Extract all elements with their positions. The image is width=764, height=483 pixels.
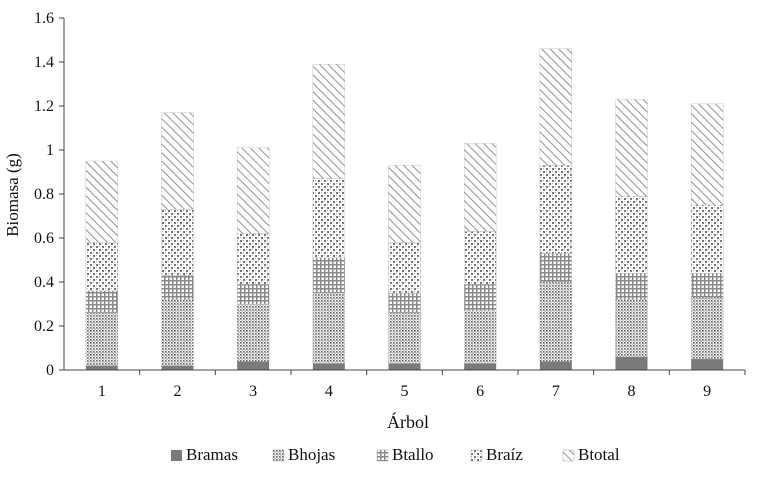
x-axis: 1 2 3 4 5 6 7 8 9 [64, 369, 746, 400]
legend-item-bramas: Bramas [171, 445, 238, 464]
y-tick-label: 0.8 [34, 186, 54, 203]
bar-bramas-8 [615, 356, 648, 370]
legend-item-braz: Braíz [470, 445, 523, 464]
bar-braz-2 [161, 209, 194, 276]
y-tick-label: 0 [46, 362, 54, 379]
bar-braz-9 [690, 204, 724, 274]
bar-bhojas-3 [236, 303, 270, 362]
bar-bramas-7 [539, 361, 572, 370]
bar-btallo-5 [388, 292, 421, 313]
bar-btallo-7 [539, 253, 573, 283]
bar-bhojas-2 [161, 299, 194, 366]
bar-braz-5 [388, 242, 421, 294]
legend-label: Bramas [186, 445, 238, 464]
legend-swatch [470, 449, 483, 462]
bar-bhojas-1 [85, 312, 119, 366]
bar-bhojas-4 [312, 292, 346, 364]
bar-braz-6 [463, 231, 497, 285]
bar-bhojas-8 [615, 299, 648, 358]
bar-bramas-1 [85, 365, 118, 370]
bar-btotal-6 [463, 143, 497, 232]
x-tick-label: 9 [703, 383, 711, 400]
plot-area [85, 48, 724, 370]
bar-btotal-1 [85, 160, 119, 243]
bar-btotal-9 [690, 103, 724, 206]
x-axis-label: Árbol [387, 411, 429, 432]
bar-btotal-8 [615, 99, 648, 197]
legend-swatch [376, 449, 389, 462]
bar-btallo-3 [236, 284, 270, 305]
bar-bramas-5 [388, 363, 421, 370]
bar-btotal-7 [539, 48, 573, 166]
legend-swatch [272, 449, 285, 462]
bar-braz-4 [312, 178, 346, 259]
bar-btallo-2 [161, 275, 194, 300]
bar-bhojas-5 [388, 312, 421, 364]
bar-braz-7 [539, 165, 573, 254]
y-tick-label: 1.6 [34, 10, 54, 27]
y-tick-label: 1.4 [34, 54, 54, 71]
legend-label: Btotal [578, 445, 620, 464]
x-tick-label: 4 [325, 383, 333, 400]
bar-btallo-6 [463, 284, 497, 311]
y-tick-label: 0.2 [34, 318, 54, 335]
bar-btotal-5 [388, 165, 421, 243]
bar-bhojas-7 [539, 281, 573, 362]
legend-label: Braíz [486, 445, 523, 464]
legend-item-btallo: Btallo [376, 445, 434, 464]
y-tick-label: 1.2 [34, 98, 54, 115]
x-tick-label: 3 [249, 383, 257, 400]
bar-bhojas-6 [463, 310, 497, 364]
bar-bramas-9 [691, 359, 724, 370]
y-axis: 0 0.2 0.4 0.6 0.8 1 1.2 1.4 1.6 [34, 10, 65, 379]
x-tick-label: 8 [628, 383, 636, 400]
bar-btotal-4 [312, 63, 346, 179]
legend: Bramas Bhojas Btallo Braíz Btotal [171, 445, 620, 464]
bar-bramas-6 [464, 363, 497, 370]
bar-btotal-3 [236, 147, 270, 234]
y-tick-label: 0.4 [34, 274, 54, 291]
bar-braz-1 [85, 242, 119, 291]
bar-bramas-2 [161, 365, 194, 370]
bar-bhojas-9 [690, 297, 724, 360]
bar-braz-8 [615, 195, 648, 274]
bar-btallo-4 [312, 257, 346, 294]
y-tick-label: 1 [46, 142, 54, 159]
x-tick-label: 5 [401, 383, 409, 400]
bar-btallo-1 [85, 290, 119, 313]
x-tick-label: 2 [174, 383, 182, 400]
bar-btallo-9 [690, 273, 724, 298]
x-tick-label: 7 [552, 383, 560, 400]
legend-item-btotal: Btotal [562, 445, 620, 464]
bar-bramas-4 [312, 363, 345, 370]
y-tick-label: 0.6 [34, 230, 54, 247]
legend-swatch [171, 450, 182, 461]
legend-label: Bhojas [288, 445, 335, 464]
bar-btallo-8 [615, 273, 648, 300]
bar-braz-3 [236, 233, 270, 285]
bar-bramas-3 [237, 361, 270, 370]
legend-swatch [562, 449, 575, 462]
x-tick-label: 6 [476, 383, 484, 400]
legend-item-bhojas: Bhojas [272, 445, 335, 464]
legend-label: Btallo [392, 445, 434, 464]
y-axis-label: Biomasa (g) [3, 153, 22, 237]
x-tick-label: 1 [98, 383, 106, 400]
bar-btotal-2 [161, 112, 194, 210]
